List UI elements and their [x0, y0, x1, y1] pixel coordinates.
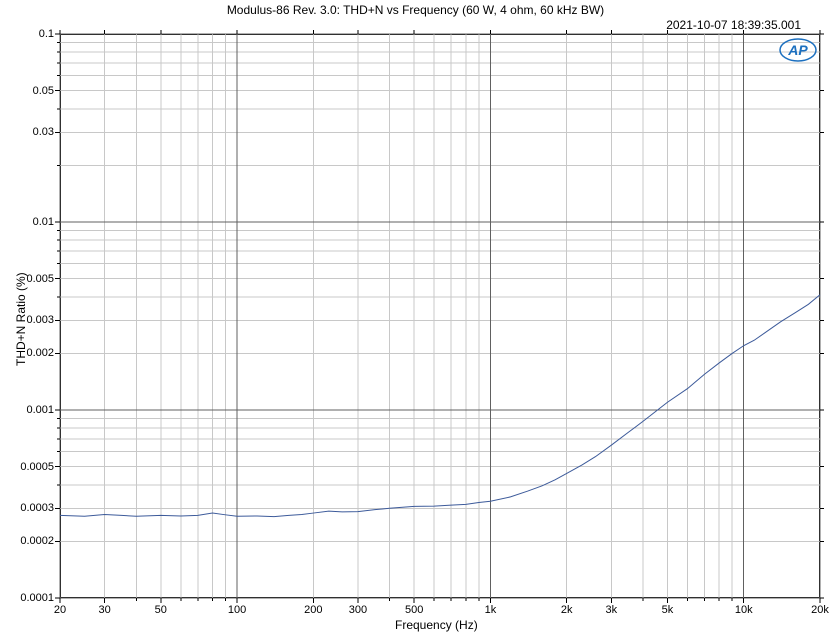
y-tick-label: 0.0002 [8, 535, 54, 547]
x-tick-label: 20k [811, 604, 829, 616]
x-tick-label: 200 [304, 604, 322, 616]
y-tick-label: 0.002 [8, 347, 54, 359]
ap-logo: AP [780, 39, 816, 61]
y-tick-label: 0.005 [8, 273, 54, 285]
y-tick-label: 0.05 [8, 85, 54, 97]
y-tick-label: 0.03 [8, 126, 54, 138]
x-axis-label: Frequency (Hz) [395, 618, 478, 632]
x-tick-label: 5k [662, 604, 674, 616]
y-tick-label: 0.003 [8, 314, 54, 326]
y-tick-label: 0.0005 [8, 461, 54, 473]
series-line [60, 295, 820, 517]
x-tick-label: 2k [561, 604, 573, 616]
y-tick-label: 0.0003 [8, 502, 54, 514]
x-tick-label: 300 [349, 604, 367, 616]
y-tick-label: 0.01 [8, 216, 54, 228]
y-tick-label: 0.0001 [8, 592, 54, 604]
x-tick-label: 3k [605, 604, 617, 616]
x-tick-label: 50 [155, 604, 167, 616]
x-tick-label: 20 [54, 604, 66, 616]
x-tick-label: 100 [228, 604, 246, 616]
chart-frame: Modulus-86 Rev. 3.0: THD+N vs Frequency … [0, 0, 831, 634]
plot-svg: AP [0, 0, 831, 634]
x-tick-label: 500 [405, 604, 423, 616]
y-tick-label: 0.1 [8, 28, 54, 40]
x-tick-label: 1k [485, 604, 497, 616]
x-tick-label: 10k [735, 604, 753, 616]
y-tick-label: 0.001 [8, 404, 54, 416]
svg-text:AP: AP [787, 42, 808, 58]
x-tick-label: 30 [98, 604, 110, 616]
